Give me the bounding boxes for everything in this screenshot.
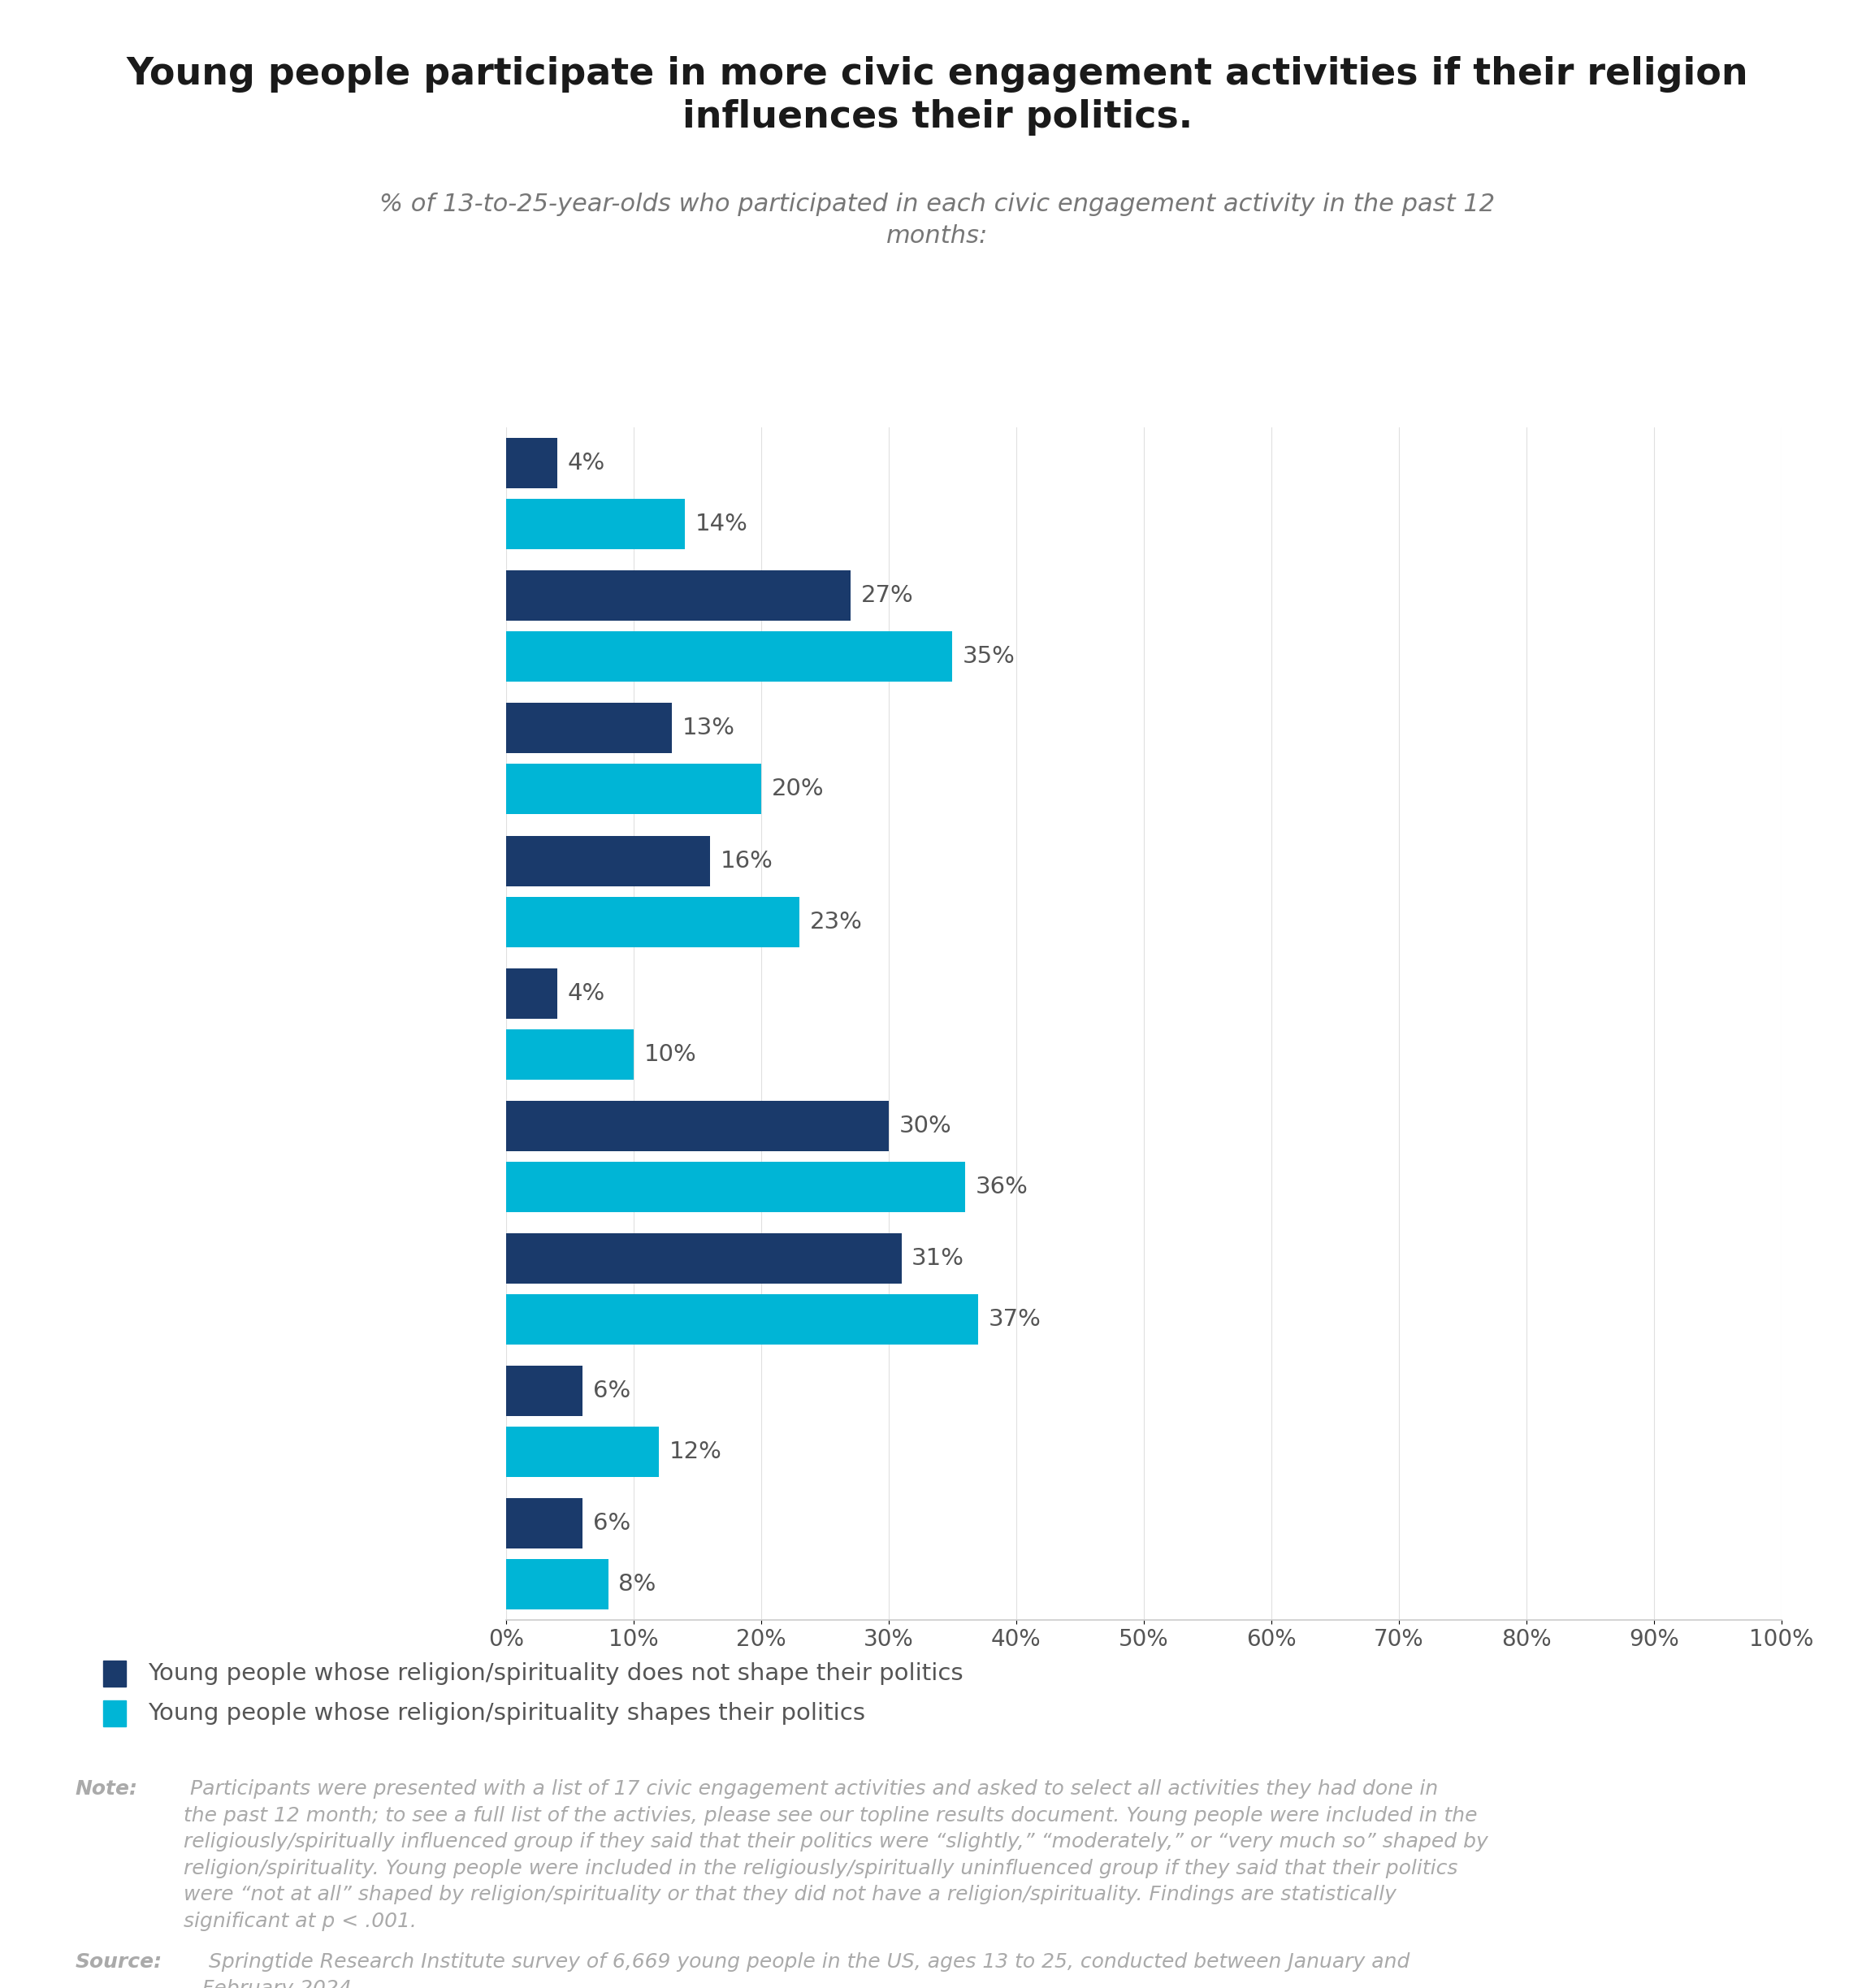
Bar (506, 1233, 902, 1284)
Text: Young people participate in more civic engagement activities if their religion
i: Young people participate in more civic e… (126, 56, 1749, 135)
Text: Participants were presented with a list of 17 civic engagement activities and as: Participants were presented with a list … (184, 1779, 1489, 1930)
Text: 27%: 27% (861, 584, 913, 606)
Bar (506, 1101, 889, 1151)
Text: 4%: 4% (568, 982, 606, 1004)
Bar (506, 499, 684, 549)
Text: Springtide Research Institute survey of 6,669 young people in the US, ages 13 to: Springtide Research Institute survey of … (203, 1952, 1410, 1988)
Text: 14%: 14% (696, 513, 748, 535)
Text: 4%: 4% (568, 451, 606, 475)
Text: Source:: Source: (75, 1952, 161, 1972)
Bar (506, 704, 671, 753)
Text: 13%: 13% (682, 718, 735, 740)
Text: 8%: 8% (619, 1573, 656, 1596)
Text: 31%: 31% (911, 1246, 964, 1270)
Text: Note:: Note: (75, 1779, 137, 1799)
Text: 35%: 35% (962, 646, 1016, 668)
Bar (506, 897, 799, 946)
Bar (506, 1499, 583, 1549)
Bar (506, 763, 761, 815)
Bar (506, 1030, 634, 1079)
Text: 30%: 30% (898, 1115, 951, 1137)
Bar (506, 1294, 979, 1344)
Bar (506, 1366, 583, 1415)
Bar (506, 632, 952, 682)
Text: 37%: 37% (988, 1308, 1041, 1330)
Text: 12%: 12% (669, 1441, 722, 1463)
Text: Young people whose religion/spirituality shapes their politics: Young people whose religion/spirituality… (148, 1702, 866, 1726)
Text: 20%: 20% (771, 777, 823, 801)
Text: 23%: 23% (810, 911, 863, 932)
Bar (506, 571, 851, 620)
Bar (506, 1161, 966, 1213)
Text: Young people whose religion/spirituality does not shape their politics: Young people whose religion/spirituality… (148, 1662, 964, 1686)
Text: 6%: 6% (592, 1513, 630, 1535)
Text: 6%: 6% (592, 1380, 630, 1402)
Text: 36%: 36% (975, 1175, 1028, 1199)
Bar (506, 437, 557, 489)
Text: 16%: 16% (720, 849, 772, 873)
Bar (506, 835, 711, 887)
Bar (506, 1427, 660, 1477)
Bar (506, 1559, 608, 1610)
Text: % of 13-to-25-year-olds who participated in each civic engagement activity in th: % of 13-to-25-year-olds who participated… (381, 193, 1494, 247)
Text: 10%: 10% (643, 1044, 696, 1066)
Bar (506, 968, 557, 1018)
